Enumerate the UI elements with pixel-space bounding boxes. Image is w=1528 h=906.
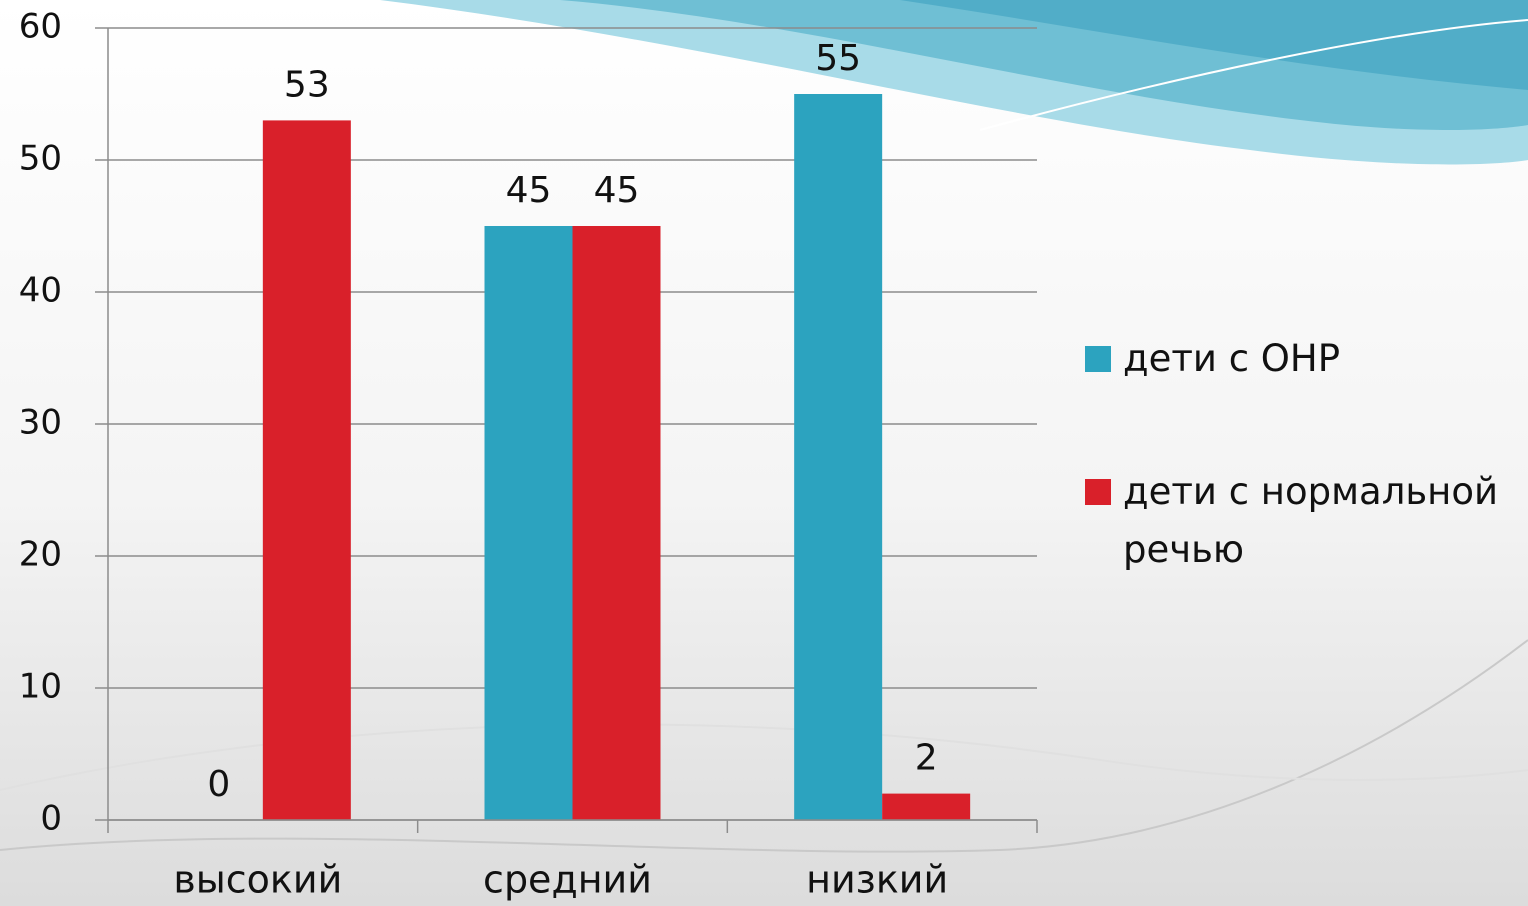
legend-label: дети с нормальной речью — [1123, 470, 1499, 571]
y-tick-label: 50 — [19, 139, 62, 179]
legend-item: дети с нормальной речью — [1085, 463, 1525, 579]
y-tick-label: 0 — [40, 799, 62, 839]
value-label: 53 — [284, 64, 330, 105]
y-tick-label: 10 — [19, 667, 62, 707]
x-tick-label: высокий — [173, 858, 342, 902]
bar — [572, 226, 661, 820]
bar — [484, 226, 573, 820]
bar — [794, 94, 883, 820]
y-tick-label: 60 — [19, 7, 62, 47]
legend-label: дети с ОНР — [1123, 337, 1341, 380]
bar — [882, 793, 971, 820]
value-label: 45 — [594, 170, 640, 211]
y-tick-label: 40 — [19, 271, 62, 311]
legend-swatch — [1085, 346, 1111, 372]
bar — [262, 120, 351, 820]
value-label: 45 — [506, 170, 552, 211]
value-label: 2 — [915, 738, 938, 779]
legend-item: дети с ОНР — [1085, 330, 1525, 388]
legend-swatch — [1085, 479, 1111, 505]
x-tick-label: средний — [483, 858, 652, 902]
y-tick-label: 30 — [19, 403, 62, 443]
value-label: 0 — [207, 764, 230, 805]
value-label: 55 — [815, 38, 861, 79]
background-decoration — [0, 0, 1528, 853]
y-tick-label: 20 — [19, 535, 62, 575]
x-tick-label: низкий — [806, 858, 948, 902]
